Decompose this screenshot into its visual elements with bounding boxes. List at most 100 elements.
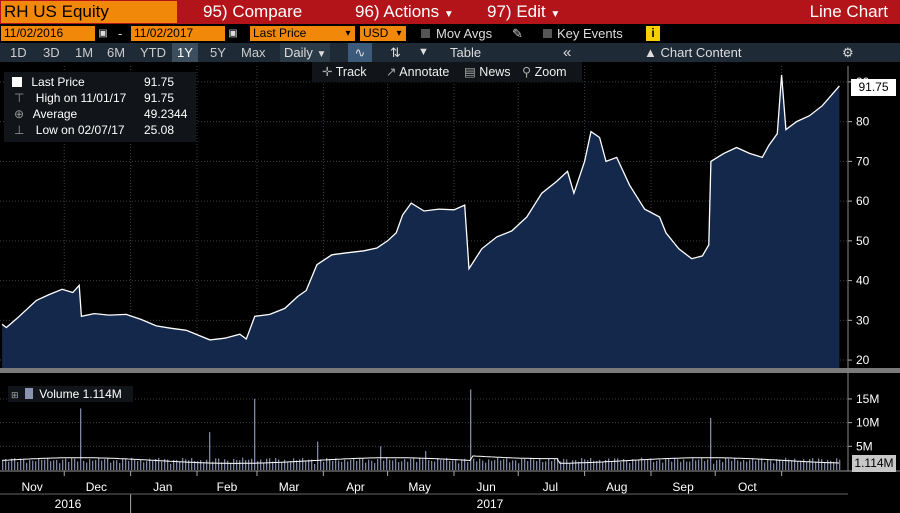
- calendar-icon[interactable]: ▣: [228, 28, 238, 39]
- price-legend: Last Price 91.75 ⊤ High on 11/01/17 91.7…: [4, 72, 196, 142]
- line-chart-icon[interactable]: ∿: [348, 43, 372, 62]
- volume-bar: [278, 459, 280, 470]
- key-events-checkbox[interactable]: [543, 29, 552, 38]
- chevron-down-icon[interactable]: ▼: [418, 46, 429, 58]
- volume-bar: [14, 458, 16, 470]
- volume-bar: [644, 460, 646, 470]
- gear-icon[interactable]: ⚙: [842, 45, 854, 60]
- edit-menu[interactable]: 97) Edit ▼: [487, 1, 560, 23]
- volume-bar: [17, 462, 19, 470]
- volume-bar: [11, 458, 13, 470]
- candlestick-icon[interactable]: ⇅: [390, 45, 401, 60]
- volume-bar: [584, 459, 586, 470]
- volume-bar: [818, 458, 820, 470]
- x-month-label: Dec: [86, 480, 107, 494]
- x-month-label: Feb: [217, 480, 238, 494]
- volume-bar: [485, 462, 487, 470]
- frequency-select[interactable]: Daily ▼: [280, 43, 331, 62]
- volume-bar: [476, 461, 478, 470]
- collapse-button[interactable]: «: [563, 44, 572, 61]
- timeframe-bar: [0, 43, 900, 62]
- volume-bar: [425, 451, 427, 470]
- annotate-button[interactable]: ↗ Annotate: [386, 63, 449, 81]
- volume-bar: [830, 460, 832, 470]
- timeframe-ytd[interactable]: YTD: [140, 45, 166, 60]
- x-month-label: Apr: [346, 480, 365, 494]
- volume-bar: [182, 457, 184, 470]
- volume-bar: [434, 461, 436, 470]
- volume-bar: [218, 458, 220, 470]
- compare-menu[interactable]: 95) Compare: [203, 1, 302, 23]
- volume-bar: [338, 460, 340, 470]
- volume-bar: [575, 460, 577, 470]
- expand-icon[interactable]: ⊞: [11, 390, 19, 400]
- calendar-icon[interactable]: ▣: [98, 28, 108, 39]
- volume-bar: [539, 459, 541, 470]
- volume-bar: [206, 459, 208, 470]
- currency-select[interactable]: USD: [360, 26, 392, 41]
- actions-menu[interactable]: 96) Actions ▼: [355, 1, 454, 23]
- start-date-field[interactable]: 11/02/2016: [1, 26, 95, 41]
- volume-bar: [272, 461, 274, 470]
- volume-bar: [518, 463, 520, 470]
- volume-bar: [260, 459, 262, 470]
- volume-bar: [563, 458, 565, 470]
- timeframe-5y[interactable]: 5Y: [210, 45, 226, 60]
- x-month-label: Jul: [543, 480, 558, 494]
- volume-bar: [689, 461, 691, 470]
- table-button[interactable]: Table: [450, 45, 482, 60]
- volume-bar: [587, 460, 589, 470]
- volume-bar: [77, 461, 79, 470]
- timeframe-1y[interactable]: 1Y: [172, 43, 198, 62]
- volume-bar: [383, 460, 385, 470]
- info-icon[interactable]: i: [646, 26, 660, 41]
- zoom-button[interactable]: ⚲ Zoom: [522, 63, 567, 81]
- volume-bar: [467, 462, 469, 470]
- volume-bar: [98, 457, 100, 470]
- x-month-label: Oct: [738, 480, 757, 494]
- timeframe-1m[interactable]: 1M: [75, 45, 94, 60]
- volume-bar: [701, 457, 703, 470]
- news-button[interactable]: ▤ News: [464, 63, 511, 81]
- volume-bar: [473, 458, 475, 470]
- volume-bars: [2, 389, 841, 470]
- pencil-icon[interactable]: ✎: [512, 26, 523, 41]
- end-date-field[interactable]: 11/02/2017: [131, 26, 225, 41]
- annotate-icon: ↗: [386, 65, 397, 79]
- volume-bar: [491, 460, 493, 470]
- volume-bar: [428, 460, 430, 470]
- volume-bar: [404, 459, 406, 470]
- news-label: News: [479, 65, 511, 79]
- volume-bar: [470, 389, 472, 470]
- volume-bar: [557, 457, 559, 470]
- volume-bar: [26, 462, 28, 470]
- timeframe-3d[interactable]: 3D: [43, 45, 60, 60]
- legend-value: 91.75: [144, 75, 175, 89]
- timeframe-6m[interactable]: 6M: [107, 45, 126, 60]
- volume-bar: [356, 461, 358, 470]
- volume-bar: [758, 458, 760, 470]
- timeframe-1d[interactable]: 1D: [10, 45, 27, 60]
- volume-bar: [167, 459, 169, 470]
- chart-content-button[interactable]: ▲ Chart Content: [644, 43, 741, 62]
- y-tick-label: 40: [856, 274, 870, 288]
- volume-bar: [143, 462, 145, 470]
- ticker-field[interactable]: RH US Equity: [1, 1, 177, 23]
- timeframe-max[interactable]: Max: [241, 45, 266, 60]
- volume-bar: [323, 461, 325, 470]
- volume-bar: [764, 462, 766, 470]
- x-month-label: Mar: [279, 480, 300, 494]
- volume-bar: [602, 462, 604, 470]
- track-button[interactable]: ✛ Track: [322, 63, 367, 81]
- mov-avgs-checkbox[interactable]: [421, 29, 430, 38]
- chevron-down-icon[interactable]: ▾: [392, 26, 406, 41]
- volume-bar: [620, 462, 622, 470]
- volume-bar: [44, 459, 46, 470]
- volume-average-line: [1, 455, 840, 464]
- price-field-select[interactable]: Last Price: [250, 26, 350, 41]
- volume-bar: [749, 460, 751, 470]
- chevron-down-icon[interactable]: ▾: [341, 26, 355, 41]
- volume-bar: [581, 458, 583, 470]
- volume-bar: [524, 458, 526, 470]
